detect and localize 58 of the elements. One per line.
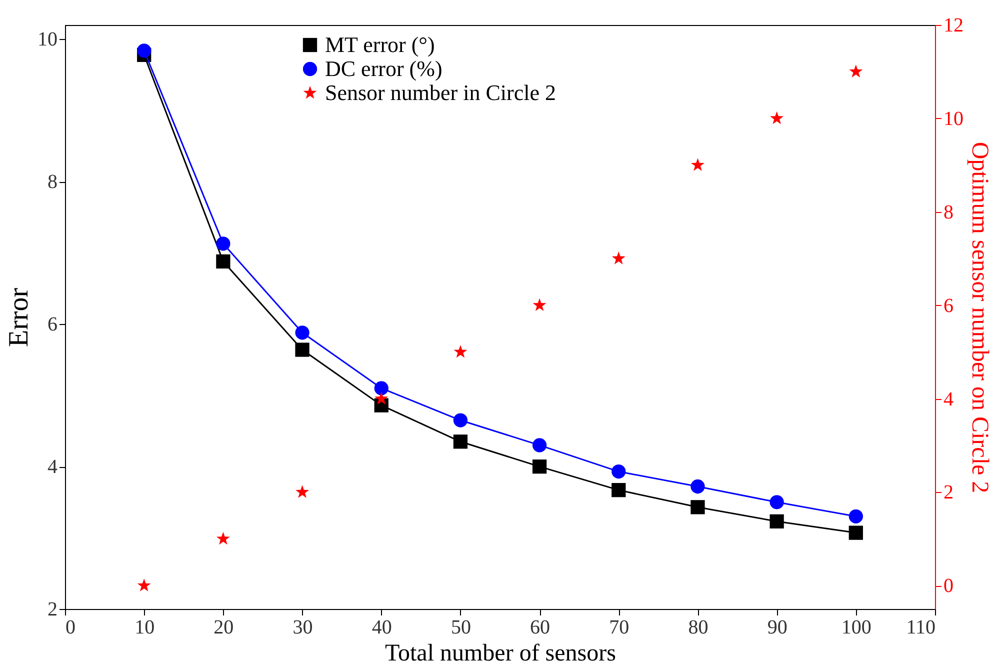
x-tick-label: 90 xyxy=(767,616,788,638)
y2-tick-label: 4 xyxy=(944,388,954,410)
x-tick-label: 10 xyxy=(134,616,155,638)
x-tick-label: 80 xyxy=(688,616,708,638)
point xyxy=(532,298,546,312)
y-tick-label: 10 xyxy=(38,28,58,51)
point xyxy=(612,464,626,479)
y-tick-label: 8 xyxy=(48,171,58,194)
y2-axis-title: Optimum sensor number on Circle 2 xyxy=(966,142,992,494)
y2-tick-label: 6 xyxy=(944,294,954,317)
y-tick-label: 4 xyxy=(48,456,58,478)
x-tick-label: 40 xyxy=(372,616,392,638)
point xyxy=(612,482,626,498)
point xyxy=(532,438,547,452)
y2-tick-label: 0 xyxy=(944,575,954,598)
x-tick-label: 110 xyxy=(906,616,936,638)
point xyxy=(848,509,863,524)
point xyxy=(691,158,704,171)
x-tick-label: 70 xyxy=(609,616,630,638)
point xyxy=(612,252,626,264)
point xyxy=(770,495,784,510)
point xyxy=(216,254,230,269)
point xyxy=(216,236,230,251)
y2-tick-label: 10 xyxy=(944,108,964,130)
y-tick-label: 2 xyxy=(48,598,58,620)
point xyxy=(453,434,468,449)
point xyxy=(296,485,309,498)
legend-label: MT error (°) xyxy=(325,32,435,57)
y2-tick-label: 8 xyxy=(944,201,954,224)
point xyxy=(374,381,388,396)
legend-label: DC error (%) xyxy=(325,56,442,81)
y-tick-label: 6 xyxy=(48,314,58,336)
point xyxy=(690,479,705,494)
point xyxy=(453,413,468,428)
point xyxy=(849,64,863,78)
legend-label: Sensor number in Circle 2 xyxy=(325,80,556,105)
x-tick-label: 100 xyxy=(841,616,872,638)
x-axis-title: Total number of sensors xyxy=(385,640,616,666)
point xyxy=(137,578,151,592)
y-axis-title: Error xyxy=(4,287,34,348)
x-tick-label: 30 xyxy=(292,616,313,638)
x-tick-label: 50 xyxy=(450,616,471,638)
y2-tick-label: 12 xyxy=(944,14,964,36)
point xyxy=(770,514,784,528)
x-tick-label: 60 xyxy=(530,616,550,638)
point xyxy=(454,344,468,358)
point xyxy=(770,111,784,124)
point xyxy=(532,459,547,474)
point xyxy=(295,342,310,357)
point xyxy=(374,392,388,404)
point xyxy=(848,526,863,540)
y2-tick-label: 2 xyxy=(944,482,954,504)
point xyxy=(216,532,230,545)
point xyxy=(137,44,152,58)
point xyxy=(690,500,705,514)
x-tick-label: 0 xyxy=(66,616,76,638)
point xyxy=(295,326,310,340)
x-tick-label: 20 xyxy=(214,616,234,638)
